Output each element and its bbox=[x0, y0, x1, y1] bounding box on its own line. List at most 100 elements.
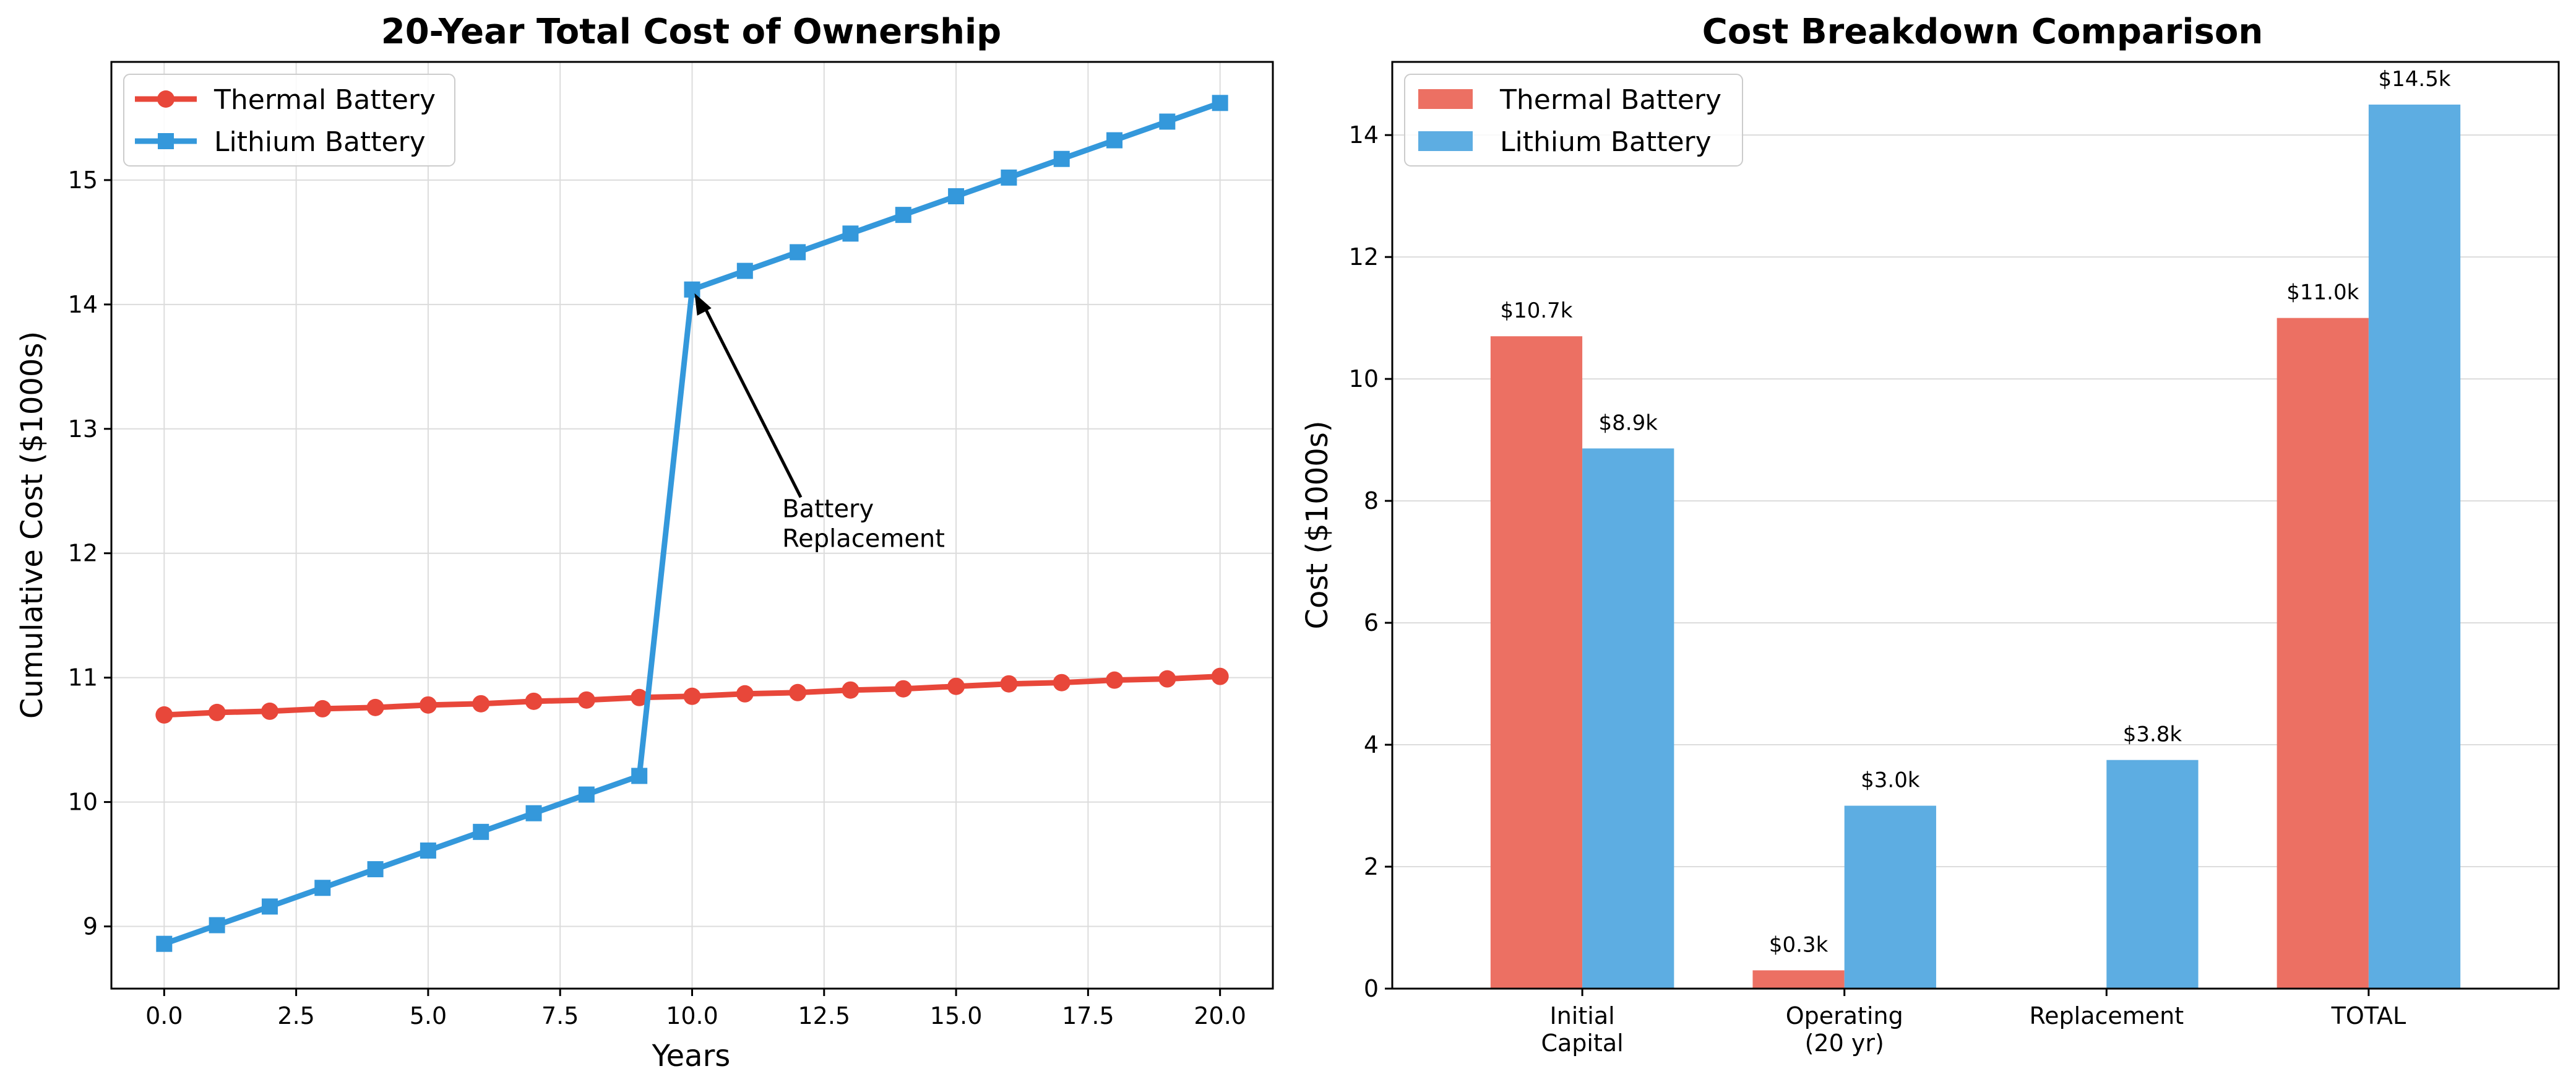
thermal-battery-point-0 bbox=[155, 706, 173, 724]
thermal-battery-point-9 bbox=[631, 688, 648, 706]
thermal-battery-point-16 bbox=[1000, 675, 1018, 693]
thermal-battery-point-18 bbox=[1106, 671, 1124, 689]
left-y-tick-label-5: 14 bbox=[68, 291, 98, 318]
lithium-battery-bar-2 bbox=[2106, 760, 2199, 989]
legend-label-lithium-battery: Lithium Battery bbox=[214, 126, 426, 158]
right-legend-box bbox=[1404, 74, 1743, 167]
left-y-tick-label-4: 13 bbox=[68, 415, 98, 443]
left-x-tick-label-2: 5.0 bbox=[410, 1002, 447, 1029]
right-y-tick-label-3: 6 bbox=[1364, 609, 1379, 636]
lithium-battery-point-9 bbox=[631, 768, 648, 784]
lithium-battery-point-19 bbox=[1159, 113, 1176, 130]
lithium-battery-point-14 bbox=[895, 207, 911, 223]
legend-marker-thermal-battery bbox=[157, 90, 174, 108]
series-lithium-battery bbox=[156, 95, 1228, 952]
thermal-battery-point-3 bbox=[314, 700, 332, 717]
category-label-replacement-0: Replacement bbox=[2029, 1002, 2184, 1029]
thermal-battery-point-11 bbox=[736, 685, 754, 703]
right-bars-layer: $10.7k $0.3k $11.0k $8.9k $3.0k $3.8k $14.5k bbox=[1490, 67, 2461, 989]
lithium-battery-point-0 bbox=[156, 935, 173, 952]
thermal-battery-point-13 bbox=[842, 681, 859, 699]
left-x-tick-label-1: 2.5 bbox=[277, 1002, 314, 1029]
thermal-battery-point-2 bbox=[261, 702, 278, 720]
lithium-battery-point-8 bbox=[578, 786, 595, 803]
annotation-text-line-0: Battery bbox=[782, 495, 874, 523]
left-x-tick-label-7: 17.5 bbox=[1062, 1002, 1114, 1029]
annotation-arrow-head-0 bbox=[694, 293, 712, 316]
left-y-tick-label-2: 11 bbox=[68, 664, 98, 691]
left-x-tick-label-6: 15.0 bbox=[930, 1002, 983, 1029]
thermal-battery-point-1 bbox=[208, 703, 226, 721]
thermal-battery-point-8 bbox=[577, 691, 595, 709]
left-y-tick-label-1: 10 bbox=[68, 789, 98, 816]
right-legend-item-lithium-battery: Lithium Battery bbox=[1418, 126, 1712, 158]
thermal-battery-point-20 bbox=[1211, 667, 1229, 685]
right-y-tick-label-1: 2 bbox=[1364, 853, 1379, 880]
right-y-axis-ticks: 0 2 4 6 8 10 12 14 bbox=[1349, 121, 1392, 1002]
thermal-battery-bar-1 bbox=[1752, 970, 1845, 989]
thermal-battery-point-5 bbox=[419, 696, 437, 714]
left-x-tick-label-3: 7.5 bbox=[541, 1002, 579, 1029]
left-y-axis-ticks: 9 10 11 12 13 14 15 bbox=[68, 167, 111, 940]
left-legend-item-thermal-battery: Thermal Battery bbox=[135, 84, 436, 116]
category-label-operating-20-yr-0: Operating bbox=[1786, 1002, 1903, 1029]
thermal-battery-point-14 bbox=[894, 680, 912, 698]
right-legend-label-lithium-battery: Lithium Battery bbox=[1500, 126, 1712, 158]
thermal-battery-bar-0 bbox=[1490, 336, 1583, 989]
annotation-arrow-shaft-0 bbox=[700, 301, 803, 498]
lithium-battery-point-12 bbox=[790, 244, 806, 261]
bar-series-thermal-battery: $10.7k $0.3k $11.0k bbox=[1490, 280, 2369, 989]
lithium-battery-point-13 bbox=[842, 225, 859, 242]
category-label-initial-capital-0: Initial bbox=[1550, 1002, 1615, 1029]
category-label-operating-20-yr-1: (20 yr) bbox=[1805, 1029, 1884, 1057]
left-x-tick-label-0: 0.0 bbox=[145, 1002, 183, 1029]
right-legend-label-thermal-battery: Thermal Battery bbox=[1499, 84, 1721, 116]
right-y-tick-label-7: 14 bbox=[1349, 121, 1379, 149]
legend-label-thermal-battery: Thermal Battery bbox=[213, 84, 436, 116]
left-y-tick-label-3: 12 bbox=[68, 540, 98, 567]
lithium-battery-point-3 bbox=[314, 880, 331, 896]
lithium-battery-point-4 bbox=[367, 861, 384, 878]
legend-swatch-thermal-battery bbox=[1418, 89, 1473, 109]
legend-marker-lithium-battery bbox=[158, 133, 174, 149]
lithium-battery-point-15 bbox=[948, 188, 965, 205]
right-y-tick-label-6: 12 bbox=[1349, 243, 1379, 271]
series-thermal-battery bbox=[155, 667, 1229, 724]
left-series-layer bbox=[155, 95, 1229, 952]
bar-series-lithium-battery: $8.9k $3.0k $3.8k $14.5k bbox=[1582, 67, 2461, 989]
category-label-initial-capital-1: Capital bbox=[1541, 1029, 1623, 1057]
thermal-battery-point-15 bbox=[947, 677, 965, 695]
left-x-axis-label: Years bbox=[652, 1039, 731, 1073]
lithium-battery-bar-label-0: $8.9k bbox=[1599, 410, 1658, 435]
category-label-total-0: TOTAL bbox=[2331, 1002, 2406, 1029]
lithium-battery-point-1 bbox=[209, 917, 225, 934]
right-y-tick-label-2: 4 bbox=[1364, 731, 1379, 758]
lithium-battery-point-20 bbox=[1212, 95, 1228, 111]
left-gridlines bbox=[111, 62, 1273, 989]
lithium-battery-point-11 bbox=[736, 262, 753, 279]
right-plot-frame bbox=[1391, 61, 2560, 990]
thermal-battery-point-10 bbox=[683, 687, 701, 705]
left-legend-box bbox=[123, 74, 455, 167]
left-x-tick-label-5: 12.5 bbox=[798, 1002, 850, 1029]
left-chart-title: 20-Year Total Cost of Ownership bbox=[381, 12, 1002, 52]
left-x-axis-ticks: 0.0 2.5 5.0 7.5 10.0 12.5 15.0 17.5 20.0 bbox=[145, 989, 1246, 1029]
lithium-battery-bar-label-1: $3.0k bbox=[1861, 768, 1920, 793]
thermal-battery-point-17 bbox=[1053, 674, 1070, 691]
lithium-battery-point-5 bbox=[420, 842, 436, 859]
lithium-battery-bar-3 bbox=[2368, 104, 2461, 989]
left-y-tick-label-0: 9 bbox=[83, 913, 98, 940]
thermal-battery-point-4 bbox=[366, 698, 384, 716]
thermal-battery-point-7 bbox=[525, 692, 543, 710]
lithium-battery-point-10 bbox=[684, 281, 700, 298]
lithium-battery-point-18 bbox=[1106, 132, 1123, 149]
thermal-battery-bar-3 bbox=[2277, 318, 2369, 989]
lithium-battery-point-2 bbox=[261, 898, 278, 915]
thermal-battery-point-19 bbox=[1158, 670, 1176, 688]
lithium-battery-point-6 bbox=[473, 823, 489, 840]
thermal-battery-bar-label-1: $0.3k bbox=[1769, 932, 1829, 957]
thermal-battery-bar-label-3: $11.0k bbox=[2286, 280, 2359, 305]
lithium-battery-point-16 bbox=[1001, 169, 1017, 186]
